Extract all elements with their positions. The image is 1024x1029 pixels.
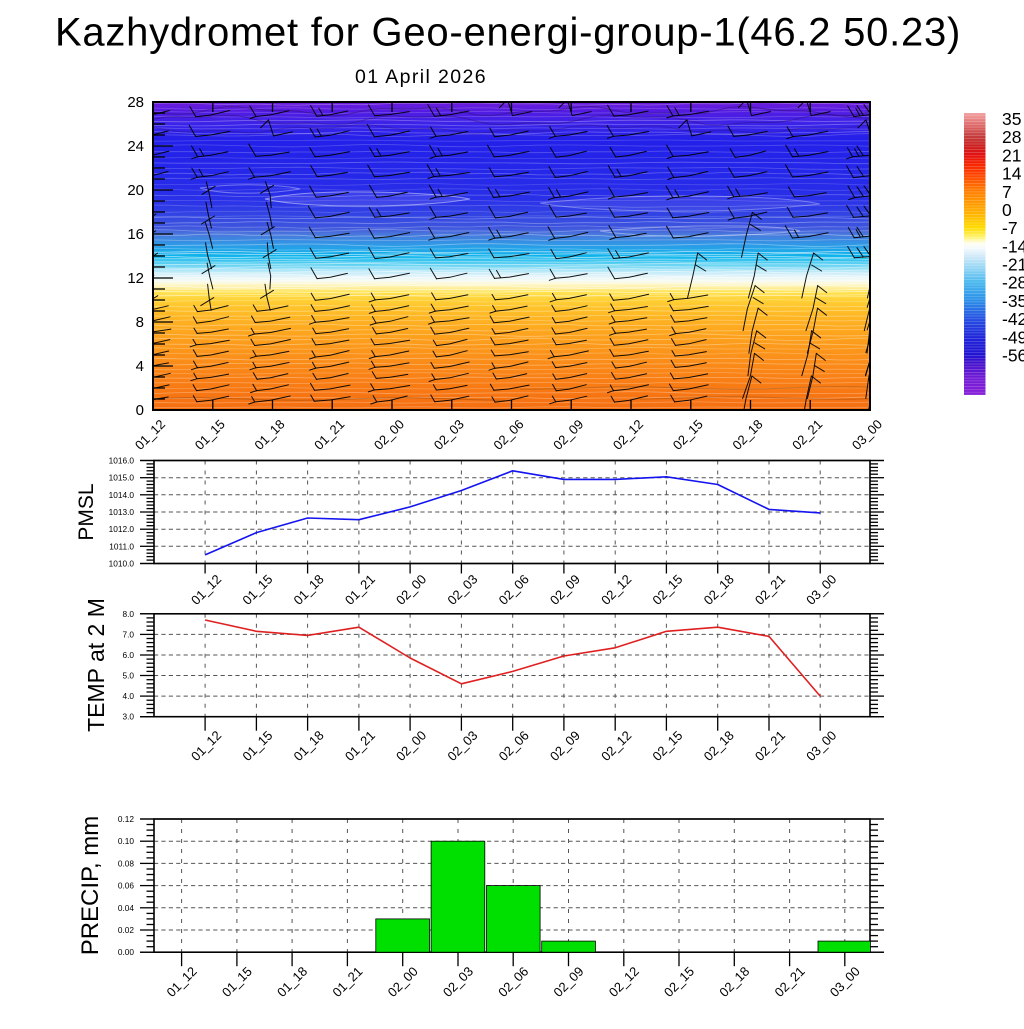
svg-text:14: 14 [1002,164,1022,184]
svg-text:21: 21 [1002,145,1021,165]
svg-text:28: 28 [127,94,144,111]
svg-text:-35: -35 [1002,291,1024,311]
svg-text:-7: -7 [1002,218,1018,238]
svg-text:8: 8 [136,314,144,331]
svg-text:1015.0: 1015.0 [109,473,135,483]
svg-text:PMSL: PMSL [75,483,98,540]
svg-text:4: 4 [136,358,144,375]
svg-text:0.08: 0.08 [118,858,135,868]
svg-text:0.12: 0.12 [118,814,135,824]
svg-text:1011.0: 1011.0 [109,541,134,551]
svg-text:01 April 2026: 01 April 2026 [355,66,487,88]
svg-text:7: 7 [1002,182,1012,202]
svg-text:28: 28 [1002,127,1021,147]
svg-text:35: 35 [1002,109,1021,129]
svg-text:7.0: 7.0 [122,629,134,639]
svg-text:0: 0 [1002,200,1012,220]
svg-text:0.10: 0.10 [118,836,135,846]
svg-text:24: 24 [127,138,144,155]
svg-text:1013.0: 1013.0 [109,507,135,517]
svg-text:-49: -49 [1002,327,1024,347]
svg-text:-14: -14 [1002,236,1024,256]
svg-text:TEMP at 2 M: TEMP at 2 M [83,598,109,732]
svg-text:Kazhydromet for Geo-energi-gro: Kazhydromet for Geo-energi-group-1(46.2 … [55,11,961,55]
svg-text:3.0: 3.0 [122,712,134,722]
svg-text:PRECIP, mm: PRECIP, mm [77,816,104,956]
svg-text:-21: -21 [1002,255,1024,275]
svg-text:-28: -28 [1002,273,1024,293]
svg-text:6.0: 6.0 [122,650,134,660]
svg-text:0: 0 [136,402,144,419]
svg-text:0.04: 0.04 [118,903,135,913]
svg-text:-56: -56 [1002,346,1024,366]
svg-text:0.06: 0.06 [118,881,135,891]
svg-text:8.0: 8.0 [122,609,134,619]
svg-text:1014.0: 1014.0 [109,490,135,500]
svg-text:1012.0: 1012.0 [109,524,135,534]
svg-text:1016.0: 1016.0 [109,456,135,466]
svg-text:1010.0: 1010.0 [109,559,135,569]
svg-text:-42: -42 [1002,309,1024,329]
svg-text:12: 12 [127,270,144,287]
svg-text:4.0: 4.0 [122,691,134,701]
svg-text:16: 16 [127,226,144,243]
svg-text:0.02: 0.02 [118,925,135,935]
svg-text:5.0: 5.0 [122,671,134,681]
svg-text:0.00: 0.00 [118,947,135,957]
svg-text:20: 20 [127,182,144,199]
